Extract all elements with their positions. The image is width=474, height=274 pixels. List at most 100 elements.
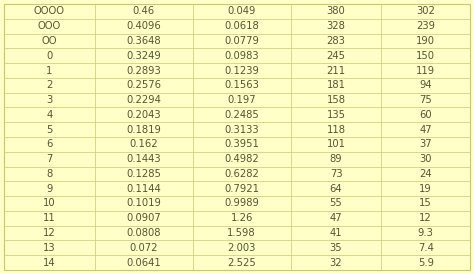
Text: 0.2294: 0.2294 [127, 95, 161, 105]
Text: 0.1239: 0.1239 [224, 65, 259, 76]
Bar [193, 33, 291, 48]
Bar [193, 78, 291, 93]
Bar [291, 19, 382, 33]
Text: 158: 158 [327, 95, 346, 105]
Text: 380: 380 [327, 6, 346, 16]
Text: 0.4982: 0.4982 [224, 154, 259, 164]
Text: 0.1285: 0.1285 [127, 169, 161, 179]
Text: 0.2893: 0.2893 [127, 65, 161, 76]
Bar [291, 63, 382, 78]
Text: 1.598: 1.598 [228, 228, 256, 238]
Bar [193, 196, 291, 211]
Text: 0.1443: 0.1443 [127, 154, 161, 164]
Text: 0.3648: 0.3648 [127, 36, 161, 46]
Bar [4, 122, 95, 137]
Bar [382, 211, 470, 226]
Bar [382, 241, 470, 255]
Text: 150: 150 [416, 51, 435, 61]
Text: 5.9: 5.9 [418, 258, 434, 268]
Text: 15: 15 [419, 198, 432, 209]
Text: 0.1563: 0.1563 [224, 80, 259, 90]
Text: 19: 19 [419, 184, 432, 194]
Text: 0.2576: 0.2576 [126, 80, 161, 90]
Bar [95, 33, 193, 48]
Bar [193, 93, 291, 107]
Bar [291, 33, 382, 48]
Text: 0.162: 0.162 [129, 139, 158, 149]
Bar [291, 167, 382, 181]
Text: 101: 101 [327, 139, 346, 149]
Text: 0.0983: 0.0983 [224, 51, 259, 61]
Bar [193, 137, 291, 152]
Bar [4, 78, 95, 93]
Bar [382, 63, 470, 78]
Text: 12: 12 [43, 228, 56, 238]
Bar [4, 167, 95, 181]
Bar [4, 48, 95, 63]
Text: 37: 37 [419, 139, 432, 149]
Text: 30: 30 [419, 154, 432, 164]
Text: 11: 11 [43, 213, 56, 223]
Bar [95, 4, 193, 19]
Bar [4, 4, 95, 19]
Text: 1: 1 [46, 65, 53, 76]
Bar [193, 226, 291, 241]
Bar [193, 167, 291, 181]
Text: 4: 4 [46, 110, 53, 120]
Bar [4, 93, 95, 107]
Bar [95, 63, 193, 78]
Bar [382, 122, 470, 137]
Text: 0.197: 0.197 [228, 95, 256, 105]
Text: 283: 283 [327, 36, 346, 46]
Bar [193, 241, 291, 255]
Text: 0.0808: 0.0808 [127, 228, 161, 238]
Bar [291, 152, 382, 167]
Text: 0.072: 0.072 [129, 243, 158, 253]
Text: 239: 239 [416, 21, 435, 31]
Text: 302: 302 [416, 6, 435, 16]
Bar [291, 255, 382, 270]
Text: 181: 181 [327, 80, 346, 90]
Bar [95, 78, 193, 93]
Bar [4, 181, 95, 196]
Text: 0.4096: 0.4096 [127, 21, 161, 31]
Text: 7.4: 7.4 [418, 243, 434, 253]
Bar [382, 93, 470, 107]
Bar [382, 107, 470, 122]
Bar [4, 226, 95, 241]
Text: 0: 0 [46, 51, 53, 61]
Text: 190: 190 [416, 36, 435, 46]
Text: 6: 6 [46, 139, 53, 149]
Text: 1.26: 1.26 [230, 213, 253, 223]
Bar [291, 93, 382, 107]
Bar [4, 137, 95, 152]
Text: 2: 2 [46, 80, 53, 90]
Text: 55: 55 [329, 198, 342, 209]
Bar [382, 33, 470, 48]
Bar [193, 255, 291, 270]
Text: 0.049: 0.049 [228, 6, 256, 16]
Text: 245: 245 [327, 51, 346, 61]
Bar [382, 255, 470, 270]
Text: OOO: OOO [38, 21, 61, 31]
Bar [95, 48, 193, 63]
Bar [291, 122, 382, 137]
Bar [291, 4, 382, 19]
Text: 14: 14 [43, 258, 56, 268]
Text: 9.3: 9.3 [418, 228, 434, 238]
Bar [4, 255, 95, 270]
Text: 2.003: 2.003 [228, 243, 256, 253]
Bar [382, 196, 470, 211]
Text: 73: 73 [330, 169, 342, 179]
Text: 135: 135 [327, 110, 346, 120]
Bar [95, 93, 193, 107]
Text: 0.9989: 0.9989 [224, 198, 259, 209]
Text: 13: 13 [43, 243, 56, 253]
Bar [382, 19, 470, 33]
Text: 47: 47 [419, 125, 432, 135]
Text: 0.0907: 0.0907 [127, 213, 161, 223]
Bar [382, 152, 470, 167]
Text: 118: 118 [327, 125, 346, 135]
Bar [193, 152, 291, 167]
Bar [4, 33, 95, 48]
